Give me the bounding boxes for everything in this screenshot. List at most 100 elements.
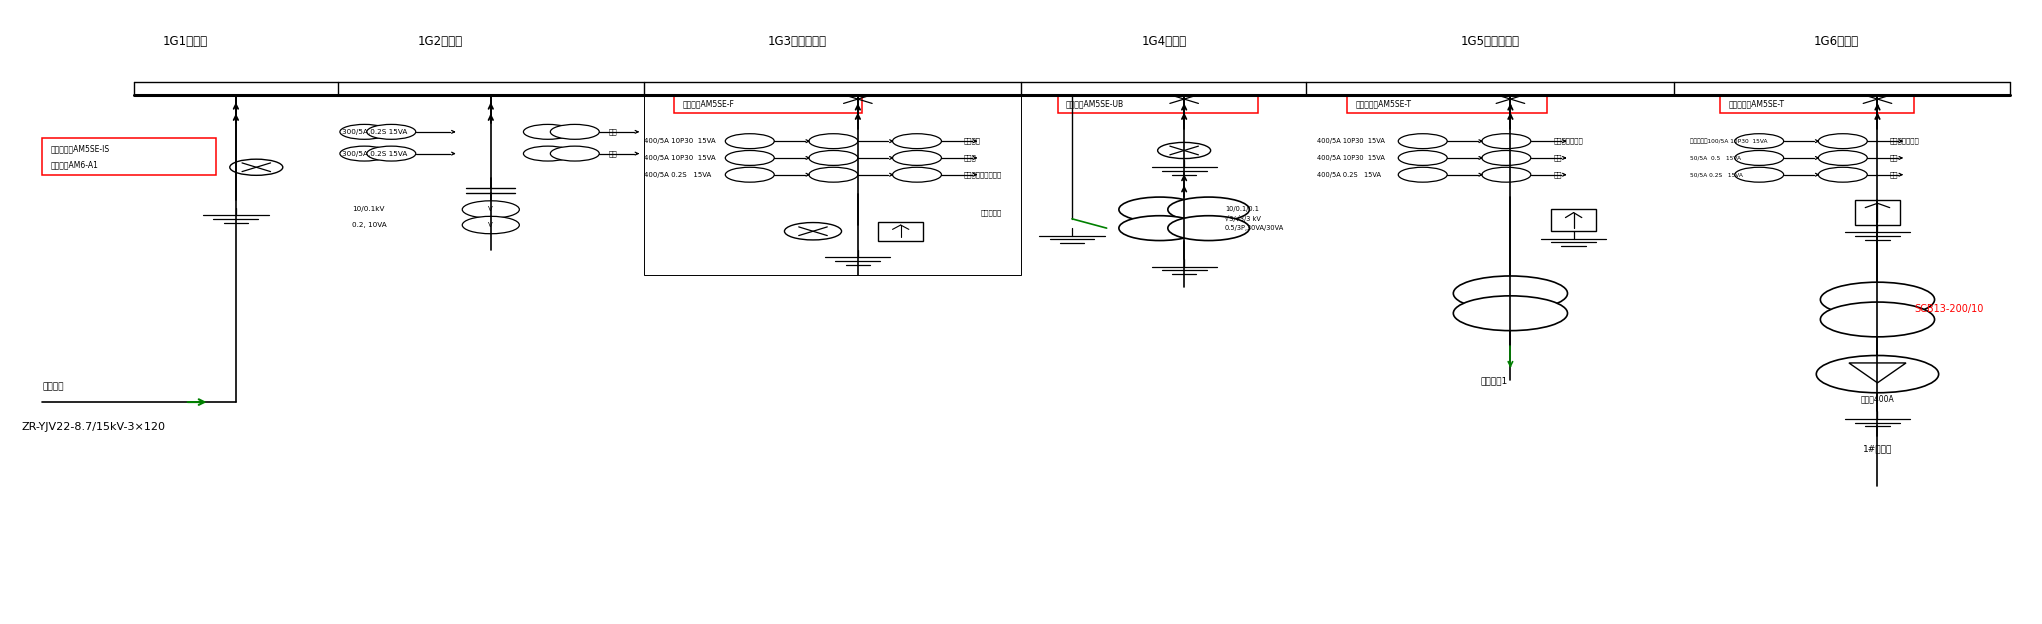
Text: √3/√3/3 kV: √3/√3/3 kV bbox=[1225, 215, 1260, 222]
Text: 一次消谐器: 一次消谐器 bbox=[980, 209, 1001, 216]
Circle shape bbox=[1399, 134, 1448, 149]
Bar bbox=[878, 222, 923, 241]
Text: 400/5A 10P30  15VA: 400/5A 10P30 15VA bbox=[1317, 155, 1384, 161]
Text: 配电柜400A: 配电柜400A bbox=[1860, 394, 1895, 404]
Bar bbox=[1721, 95, 1913, 113]
Text: 1G2计量柜: 1G2计量柜 bbox=[417, 36, 461, 48]
Circle shape bbox=[1815, 356, 1938, 392]
Text: 测量、电能质量监测: 测量、电能质量监测 bbox=[964, 172, 1003, 178]
Bar bbox=[643, 82, 1021, 275]
Text: 1G5储能接入柜: 1G5储能接入柜 bbox=[1460, 36, 1519, 48]
Text: 测量: 测量 bbox=[1889, 155, 1899, 161]
Circle shape bbox=[725, 150, 774, 165]
Circle shape bbox=[339, 146, 388, 161]
Bar bbox=[1552, 210, 1597, 232]
Circle shape bbox=[1454, 276, 1568, 311]
Circle shape bbox=[725, 167, 774, 182]
Circle shape bbox=[809, 134, 858, 149]
Circle shape bbox=[1736, 134, 1783, 149]
Text: 300/5A,0.2S 15VA: 300/5A,0.2S 15VA bbox=[341, 129, 406, 135]
Circle shape bbox=[1817, 134, 1866, 149]
Text: 储能线路1: 储能线路1 bbox=[1480, 376, 1507, 385]
Circle shape bbox=[1817, 167, 1866, 182]
Text: 1G1隔离柜: 1G1隔离柜 bbox=[163, 36, 208, 48]
Text: 过流保护: 过流保护 bbox=[964, 138, 980, 145]
Circle shape bbox=[809, 167, 858, 182]
Text: 计量: 计量 bbox=[1889, 172, 1899, 178]
Bar bbox=[674, 95, 862, 113]
Bar bbox=[1348, 95, 1548, 113]
Text: 10/0.1kV: 10/0.1kV bbox=[351, 207, 384, 213]
Text: SCB13-200/10: SCB13-200/10 bbox=[1913, 304, 1983, 314]
Text: V: V bbox=[488, 207, 494, 213]
Text: 400/5A 0.2S   15VA: 400/5A 0.2S 15VA bbox=[1317, 172, 1380, 178]
Circle shape bbox=[892, 150, 941, 165]
Text: 至专线一: 至专线一 bbox=[43, 382, 63, 391]
Text: 计量: 计量 bbox=[609, 129, 619, 135]
Circle shape bbox=[1168, 197, 1250, 222]
Circle shape bbox=[1819, 302, 1934, 337]
Circle shape bbox=[1119, 197, 1201, 222]
Circle shape bbox=[1817, 150, 1866, 165]
Text: 1#站站服: 1#站站服 bbox=[1862, 444, 1893, 453]
Circle shape bbox=[1158, 142, 1211, 158]
Circle shape bbox=[368, 146, 417, 161]
Circle shape bbox=[809, 150, 858, 165]
Text: 备用: 备用 bbox=[609, 150, 619, 157]
Circle shape bbox=[523, 146, 572, 161]
Text: 300/5A,0.2S 15VA: 300/5A,0.2S 15VA bbox=[341, 150, 406, 157]
Circle shape bbox=[1119, 216, 1201, 241]
Circle shape bbox=[784, 223, 841, 240]
Text: 0.5/3P,30VA/30VA: 0.5/3P,30VA/30VA bbox=[1225, 225, 1284, 231]
Text: 0.2, 10VA: 0.2, 10VA bbox=[351, 222, 386, 228]
Text: 400/5A 10P30  15VA: 400/5A 10P30 15VA bbox=[643, 138, 715, 144]
Circle shape bbox=[1736, 150, 1783, 165]
Bar bbox=[1058, 95, 1258, 113]
Text: 400/5A 10P30  15VA: 400/5A 10P30 15VA bbox=[643, 155, 715, 161]
Circle shape bbox=[551, 124, 598, 139]
Text: 压变测控AM5SE-UB: 压变测控AM5SE-UB bbox=[1066, 99, 1123, 109]
Text: 站用变保护AM5SE-T: 站用变保护AM5SE-T bbox=[1730, 99, 1785, 109]
Circle shape bbox=[523, 124, 572, 139]
Text: 线路保护AM5SE-F: 线路保护AM5SE-F bbox=[682, 99, 735, 109]
Circle shape bbox=[1819, 282, 1934, 317]
Text: 合并: 合并 bbox=[1554, 155, 1562, 161]
Text: 变压器差动保护: 变压器差动保护 bbox=[1889, 138, 1919, 145]
Circle shape bbox=[1482, 167, 1532, 182]
Circle shape bbox=[1168, 216, 1250, 241]
Circle shape bbox=[339, 124, 388, 139]
Circle shape bbox=[892, 134, 941, 149]
Circle shape bbox=[1482, 150, 1532, 165]
Circle shape bbox=[1736, 167, 1783, 182]
Text: 400/5A 0.2S   15VA: 400/5A 0.2S 15VA bbox=[643, 172, 711, 178]
Text: 50/5A 0.2S   15VA: 50/5A 0.2S 15VA bbox=[1691, 172, 1742, 177]
Circle shape bbox=[1482, 134, 1532, 149]
Text: 400/5A 10P30  15VA: 400/5A 10P30 15VA bbox=[1317, 138, 1384, 144]
Circle shape bbox=[461, 217, 519, 234]
Circle shape bbox=[461, 201, 519, 218]
Text: 变压器差动保护: 变压器差动保护 bbox=[1554, 138, 1583, 145]
Circle shape bbox=[551, 146, 598, 161]
Bar bbox=[43, 138, 216, 175]
Text: 10/0.1/0.1: 10/0.1/0.1 bbox=[1225, 207, 1258, 213]
Text: 故障录列AM6-A1: 故障录列AM6-A1 bbox=[51, 160, 98, 169]
Text: 防孤岛保护AM5SE-IS: 防孤岛保护AM5SE-IS bbox=[51, 145, 110, 154]
Text: 1G6储变柜: 1G6储变柜 bbox=[1813, 36, 1860, 48]
Text: 测量: 测量 bbox=[1554, 172, 1562, 178]
Text: 变压器保护100/5A 10P30  15VA: 变压器保护100/5A 10P30 15VA bbox=[1691, 139, 1768, 144]
Bar bbox=[1854, 200, 1899, 225]
Circle shape bbox=[1454, 296, 1568, 331]
Circle shape bbox=[1399, 150, 1448, 165]
Text: 防孤岛: 防孤岛 bbox=[964, 155, 976, 161]
Text: 1G4压变柜: 1G4压变柜 bbox=[1141, 36, 1186, 48]
Text: ZR-YJV22-8.7/15kV-3×120: ZR-YJV22-8.7/15kV-3×120 bbox=[22, 422, 165, 432]
Circle shape bbox=[892, 167, 941, 182]
Circle shape bbox=[1399, 167, 1448, 182]
Circle shape bbox=[231, 159, 282, 175]
Circle shape bbox=[725, 134, 774, 149]
Circle shape bbox=[368, 124, 417, 139]
Text: 50/5A  0.5   15VA: 50/5A 0.5 15VA bbox=[1691, 155, 1742, 160]
Text: V: V bbox=[488, 222, 494, 228]
Text: 变压器保护AM5SE-T: 变压器保护AM5SE-T bbox=[1356, 99, 1411, 109]
Text: 1G3进线开关柜: 1G3进线开关柜 bbox=[768, 36, 827, 48]
